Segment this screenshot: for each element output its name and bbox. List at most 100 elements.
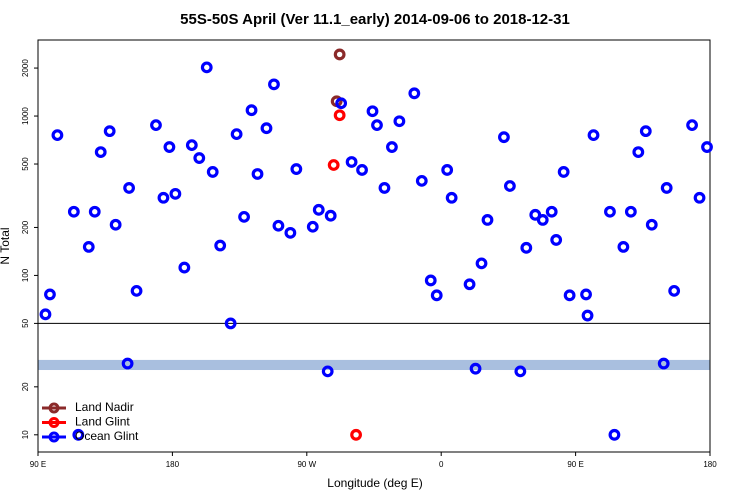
point	[632, 146, 645, 158]
point	[645, 218, 658, 231]
point	[333, 48, 346, 61]
point	[321, 365, 334, 378]
point	[415, 174, 428, 187]
point	[529, 208, 542, 221]
point	[371, 119, 383, 132]
legend-marker	[48, 417, 60, 428]
point	[686, 119, 698, 132]
point	[445, 191, 458, 204]
point	[109, 218, 122, 231]
point	[150, 119, 162, 132]
point	[260, 122, 273, 135]
point	[157, 191, 170, 204]
point	[193, 152, 206, 164]
point	[130, 284, 143, 297]
point	[123, 182, 135, 194]
point	[245, 104, 258, 117]
point	[430, 289, 443, 302]
point	[475, 257, 488, 270]
point	[536, 214, 549, 226]
point	[72, 428, 85, 441]
y-tick-label: 200	[21, 220, 30, 234]
point	[441, 164, 454, 176]
point	[550, 234, 563, 246]
point	[206, 166, 219, 178]
point	[587, 129, 600, 142]
point	[693, 191, 706, 204]
point	[657, 357, 670, 370]
point	[545, 205, 558, 218]
point	[608, 428, 621, 441]
point	[224, 317, 237, 330]
point	[268, 78, 280, 91]
legend-marker	[48, 402, 60, 414]
point	[103, 125, 116, 138]
chart-title: 55S-50S April (Ver 11.1_early) 2014-09-0…	[180, 11, 570, 28]
y-tick-label: 2000	[21, 59, 30, 77]
point	[393, 115, 406, 128]
y-tick-label: 1000	[21, 107, 30, 125]
point	[333, 109, 346, 122]
point	[290, 163, 303, 175]
point	[251, 168, 264, 180]
point	[88, 205, 101, 218]
point	[514, 365, 527, 378]
point	[563, 289, 576, 302]
x-tick-label: 180	[166, 460, 180, 469]
x-tick-label: 90 W	[297, 460, 316, 469]
y-tick-label: 100	[21, 268, 30, 282]
point	[345, 156, 358, 168]
point	[200, 61, 213, 74]
x-tick-label: 180	[703, 460, 717, 469]
point	[604, 205, 616, 218]
point	[169, 187, 182, 200]
point	[639, 125, 652, 138]
point	[580, 288, 592, 301]
point	[503, 180, 516, 192]
point	[238, 210, 250, 223]
point	[386, 141, 398, 153]
point	[424, 274, 437, 287]
x-tick-label: 90 E	[567, 460, 583, 469]
point	[557, 166, 570, 178]
y-tick-label: 500	[21, 157, 30, 171]
point	[312, 203, 325, 216]
x-tick-label: 90 E	[30, 460, 46, 469]
point	[366, 105, 379, 118]
y-tick-label: 20	[21, 382, 30, 391]
plot-frame	[37, 39, 711, 453]
point	[306, 220, 319, 233]
point	[378, 182, 391, 194]
point	[67, 205, 80, 218]
shaded-band	[38, 359, 710, 371]
point	[327, 159, 340, 171]
point	[356, 164, 368, 176]
point	[214, 239, 227, 252]
x-tick-label: 0	[439, 460, 444, 469]
y-tick-label: 10	[21, 430, 30, 439]
point	[520, 241, 533, 254]
legend-label: Land Nadir	[75, 400, 134, 414]
y-tick-label: 50	[21, 318, 30, 327]
point	[272, 219, 285, 232]
point	[701, 141, 713, 153]
point	[350, 428, 362, 441]
point	[324, 209, 337, 222]
legend-label: Land Glint	[75, 415, 130, 429]
point	[94, 146, 107, 158]
legend-marker	[48, 431, 60, 443]
point	[51, 129, 64, 142]
point	[163, 141, 176, 153]
point	[121, 357, 134, 370]
point	[284, 226, 297, 239]
point	[469, 362, 482, 375]
point	[82, 240, 95, 253]
y-axis-label: N Total	[0, 227, 12, 264]
point	[660, 182, 673, 194]
point	[498, 131, 510, 144]
point	[44, 288, 56, 301]
point	[185, 139, 198, 152]
point	[335, 97, 348, 110]
point	[39, 308, 52, 321]
point	[230, 128, 243, 141]
